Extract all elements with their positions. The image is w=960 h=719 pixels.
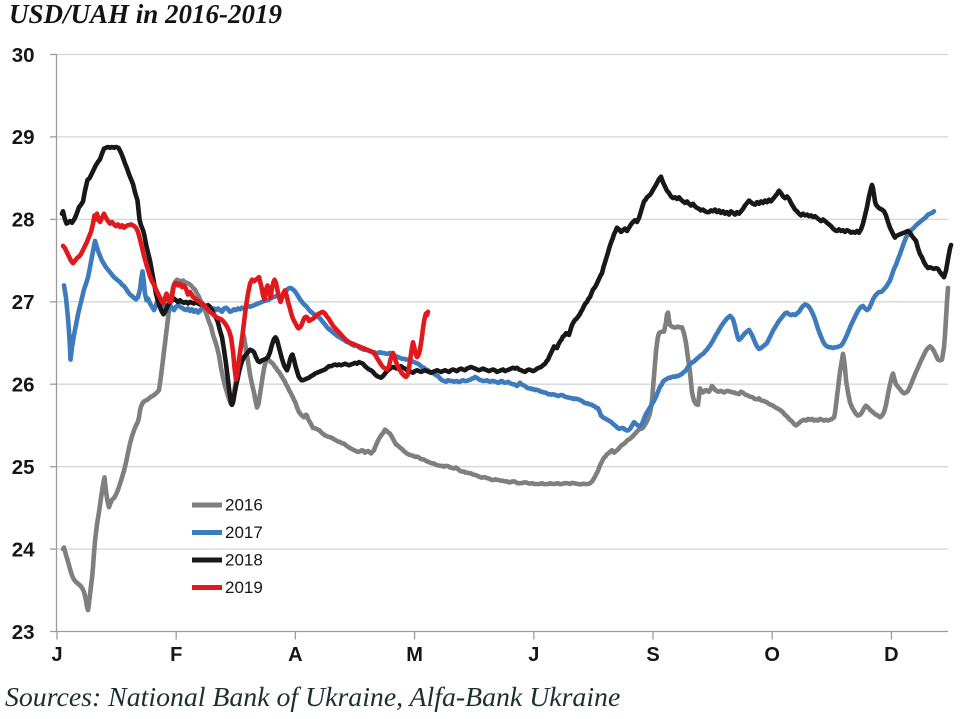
svg-text:27: 27 [12, 291, 35, 314]
svg-text:J: J [51, 644, 62, 666]
svg-text:Sources: National Bank of Ukra: Sources: National Bank of Ukraine, Alfa-… [5, 682, 620, 713]
svg-text:M: M [406, 644, 423, 666]
svg-text:A: A [288, 644, 302, 666]
svg-text:2016: 2016 [225, 496, 263, 515]
svg-text:D: D [884, 644, 898, 666]
svg-text:O: O [764, 644, 780, 666]
svg-text:S: S [646, 644, 659, 666]
svg-text:2018: 2018 [225, 551, 263, 570]
svg-text:26: 26 [12, 374, 35, 397]
svg-text:2019: 2019 [225, 578, 263, 597]
svg-text:24: 24 [12, 538, 35, 561]
svg-text:J: J [528, 644, 539, 666]
svg-text:29: 29 [12, 126, 35, 149]
svg-text:30: 30 [12, 44, 35, 67]
svg-text:F: F [170, 644, 182, 666]
svg-text:28: 28 [12, 209, 35, 232]
svg-text:23: 23 [12, 621, 35, 644]
svg-text:USD/UAH in 2016-2019: USD/UAH in 2016-2019 [9, 0, 283, 29]
svg-text:25: 25 [12, 456, 35, 479]
svg-text:2017: 2017 [225, 523, 263, 542]
